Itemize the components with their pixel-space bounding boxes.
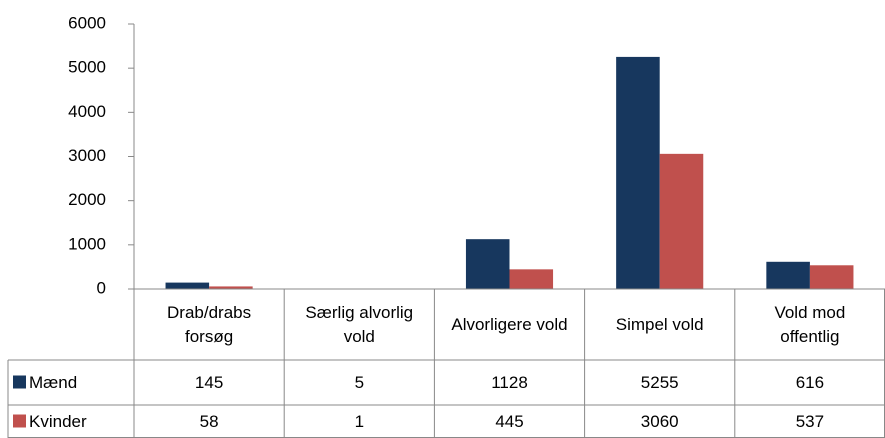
legend-swatch (13, 414, 26, 428)
table-value: 445 (495, 412, 523, 431)
bar (509, 269, 554, 289)
table-value: 1128 (491, 373, 528, 392)
table-value: 1 (355, 412, 364, 431)
table-value: 3060 (641, 412, 679, 431)
table-value: 616 (796, 373, 824, 392)
y-tick-label: 0 (97, 278, 106, 297)
table-value: 5255 (641, 373, 679, 392)
table-value: 5 (355, 373, 364, 392)
legend-swatch (13, 375, 26, 389)
y-tick-label: 6000 (68, 13, 106, 32)
bar (809, 265, 854, 289)
legend-label: Mænd (29, 373, 77, 392)
category-label: Simpel vold (615, 314, 704, 334)
bar (209, 286, 253, 289)
bar (616, 56, 660, 289)
y-tick-label: 4000 (68, 102, 106, 121)
category-label: Vold mod offentlig (774, 302, 846, 346)
y-tick-label: 5000 (68, 58, 106, 77)
y-tick-label: 3000 (68, 146, 106, 165)
bar (165, 282, 210, 289)
bar (766, 261, 810, 289)
legend-label: Kvinder (29, 412, 87, 431)
table-value: 145 (195, 373, 223, 392)
bar (465, 239, 510, 289)
bar (659, 153, 704, 289)
y-tick-label: 1000 (68, 234, 106, 253)
category-label: Drab/drabs forsøg (167, 302, 252, 346)
table-value: 537 (796, 412, 824, 431)
y-tick-label: 2000 (68, 190, 106, 209)
category-label: Særlig alvorlig vold (305, 302, 414, 346)
category-label: Alvorligere vold (451, 314, 568, 334)
table-value: 58 (200, 412, 219, 431)
